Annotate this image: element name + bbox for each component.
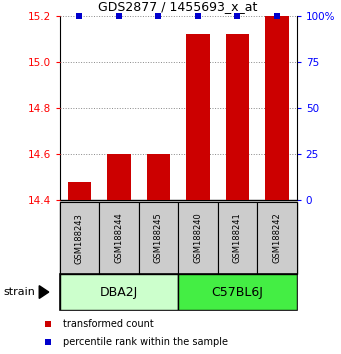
Bar [139,202,178,274]
Bar [265,16,289,200]
Text: strain: strain [3,287,35,297]
Bar [178,202,218,274]
Text: percentile rank within the sample: percentile rank within the sample [63,337,228,347]
Bar [226,34,249,200]
Text: GSM188240: GSM188240 [193,213,203,263]
Text: GSM188244: GSM188244 [115,213,123,263]
Bar [257,202,297,274]
Title: GDS2877 / 1455693_x_at: GDS2877 / 1455693_x_at [99,0,258,13]
Bar [147,154,170,200]
Bar [60,202,99,274]
Text: DBA2J: DBA2J [100,286,138,298]
Bar [60,274,178,310]
Text: GSM188242: GSM188242 [272,213,281,263]
Text: GSM188243: GSM188243 [75,213,84,263]
Bar [68,182,91,200]
Bar [218,202,257,274]
Bar [178,274,297,310]
Polygon shape [39,286,49,298]
Text: GSM188245: GSM188245 [154,213,163,263]
Bar [107,154,131,200]
Bar [99,202,139,274]
Text: C57BL6J: C57BL6J [211,286,263,298]
Text: transformed count: transformed count [63,319,154,329]
Text: GSM188241: GSM188241 [233,213,242,263]
Bar [186,34,210,200]
